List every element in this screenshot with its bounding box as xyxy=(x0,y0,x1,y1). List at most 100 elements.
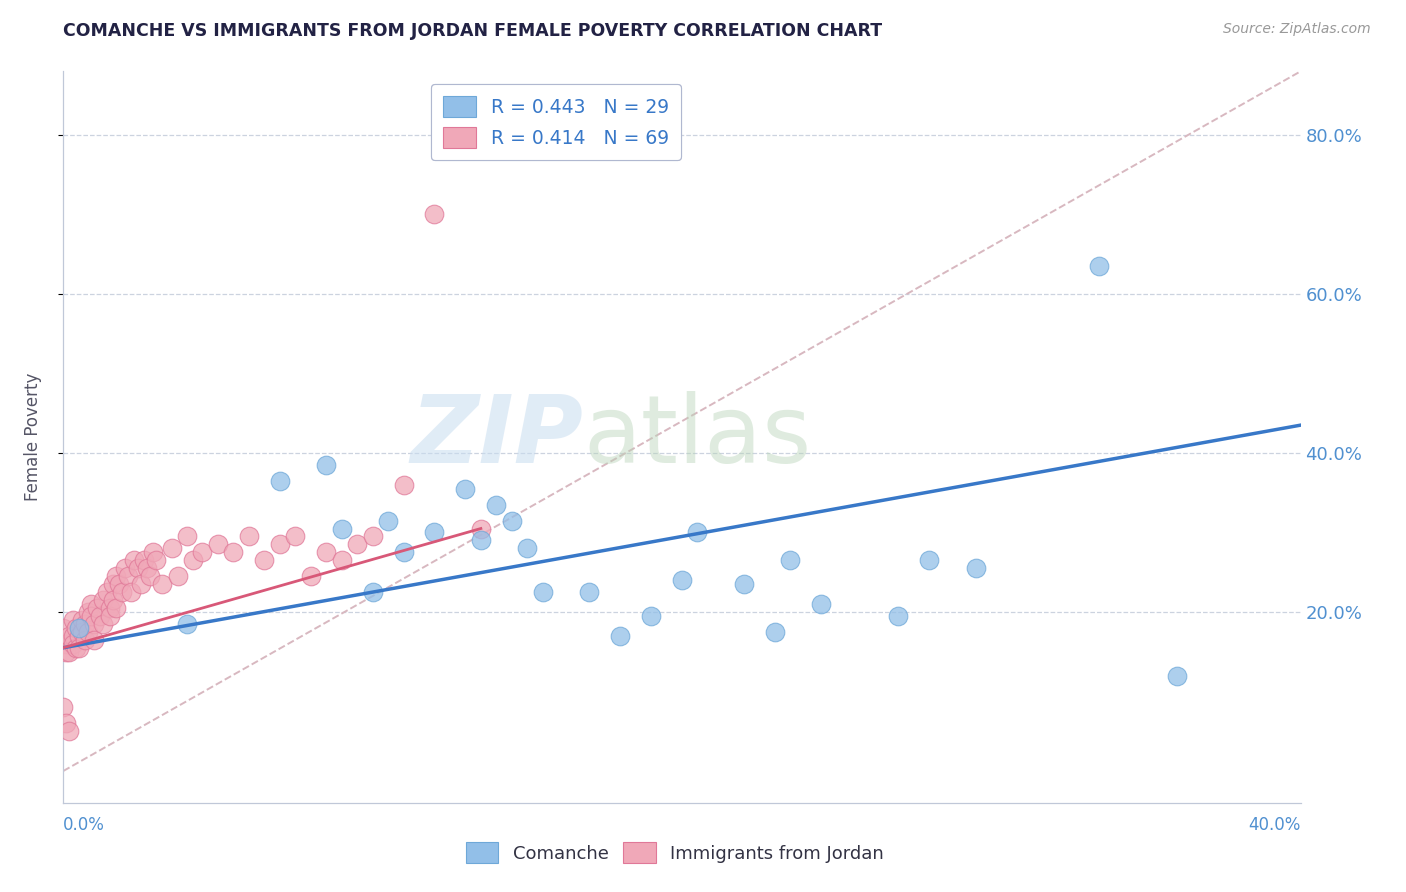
Point xyxy=(70,613,93,627)
Point xyxy=(686,525,709,540)
Point xyxy=(55,637,77,651)
Point xyxy=(176,529,198,543)
Point xyxy=(120,585,142,599)
Point xyxy=(501,514,523,528)
Point xyxy=(392,477,415,491)
Point xyxy=(58,645,80,659)
Text: ZIP: ZIP xyxy=(411,391,583,483)
Point xyxy=(111,585,134,599)
Point xyxy=(392,545,415,559)
Text: 40.0%: 40.0% xyxy=(1249,816,1301,834)
Point xyxy=(117,569,139,583)
Point xyxy=(485,498,508,512)
Point xyxy=(101,577,124,591)
Point xyxy=(222,545,245,559)
Point xyxy=(470,533,492,548)
Point xyxy=(127,561,149,575)
Point xyxy=(129,577,152,591)
Point xyxy=(142,545,165,559)
Point xyxy=(269,537,291,551)
Point xyxy=(145,553,167,567)
Point xyxy=(377,514,399,528)
Point xyxy=(93,616,115,631)
Point xyxy=(135,561,157,575)
Point xyxy=(965,561,987,575)
Point xyxy=(1166,668,1188,682)
Point xyxy=(763,624,786,639)
Point xyxy=(83,632,105,647)
Point xyxy=(62,637,84,651)
Point xyxy=(191,545,214,559)
Point xyxy=(423,525,446,540)
Point xyxy=(330,553,353,567)
Point xyxy=(299,569,322,583)
Point xyxy=(516,541,538,556)
Point xyxy=(77,605,100,619)
Point xyxy=(52,621,75,635)
Point xyxy=(101,593,124,607)
Point xyxy=(124,553,146,567)
Text: COMANCHE VS IMMIGRANTS FROM JORDAN FEMALE POVERTY CORRELATION CHART: COMANCHE VS IMMIGRANTS FROM JORDAN FEMAL… xyxy=(63,22,883,40)
Point xyxy=(887,609,910,624)
Point xyxy=(52,700,75,714)
Point xyxy=(423,207,446,221)
Y-axis label: Female Poverty: Female Poverty xyxy=(24,373,42,501)
Point xyxy=(67,629,90,643)
Point xyxy=(139,569,162,583)
Point xyxy=(108,577,131,591)
Point xyxy=(58,724,80,739)
Point xyxy=(609,629,631,643)
Point xyxy=(315,545,337,559)
Point xyxy=(1088,259,1111,273)
Point xyxy=(104,601,127,615)
Point xyxy=(73,616,96,631)
Text: 0.0%: 0.0% xyxy=(63,816,105,834)
Point xyxy=(150,577,173,591)
Point xyxy=(80,597,103,611)
Point xyxy=(62,629,84,643)
Point xyxy=(253,553,276,567)
Point xyxy=(531,585,554,599)
Point xyxy=(114,561,136,575)
Point xyxy=(98,601,121,615)
Point xyxy=(70,624,93,639)
Point xyxy=(671,573,693,587)
Point xyxy=(315,458,337,472)
Point xyxy=(83,616,105,631)
Point xyxy=(779,553,801,567)
Point xyxy=(284,529,307,543)
Point xyxy=(93,593,115,607)
Text: atlas: atlas xyxy=(583,391,811,483)
Point xyxy=(132,553,155,567)
Point xyxy=(65,640,87,655)
Point xyxy=(55,645,77,659)
Point xyxy=(810,597,832,611)
Point xyxy=(269,474,291,488)
Point xyxy=(330,521,353,535)
Point xyxy=(640,609,662,624)
Point xyxy=(80,609,103,624)
Point xyxy=(454,482,477,496)
Legend: R = 0.443   N = 29, R = 0.414   N = 69: R = 0.443 N = 29, R = 0.414 N = 69 xyxy=(432,85,681,160)
Point xyxy=(65,621,87,635)
Point xyxy=(86,601,108,615)
Point xyxy=(98,609,121,624)
Point xyxy=(733,577,755,591)
Point xyxy=(470,521,492,535)
Point xyxy=(104,569,127,583)
Text: Source: ZipAtlas.com: Source: ZipAtlas.com xyxy=(1223,22,1371,37)
Point xyxy=(578,585,600,599)
Point xyxy=(918,553,941,567)
Point xyxy=(207,537,229,551)
Point xyxy=(160,541,183,556)
Point xyxy=(73,632,96,647)
Point xyxy=(166,569,188,583)
Point xyxy=(55,716,77,731)
Point xyxy=(361,585,384,599)
Point xyxy=(67,640,90,655)
Point xyxy=(176,616,198,631)
Point xyxy=(238,529,260,543)
Point xyxy=(77,624,100,639)
Legend: Comanche, Immigrants from Jordan: Comanche, Immigrants from Jordan xyxy=(456,831,894,874)
Point xyxy=(67,621,90,635)
